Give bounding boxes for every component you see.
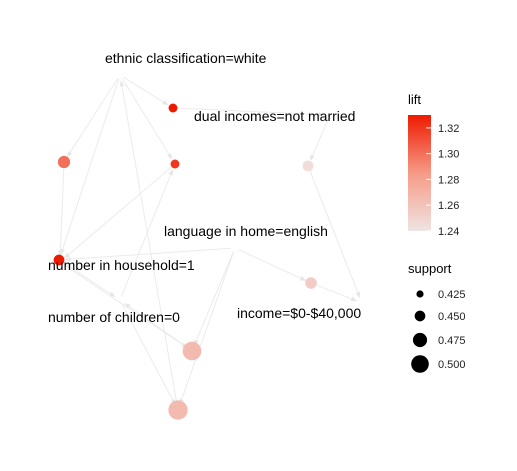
legend-lift-tick-label: 1.24	[438, 226, 459, 238]
rule-node-layer	[53, 103, 317, 420]
legend-lift: lift 1.32 1.30 1.28 1.26 1.24	[408, 92, 459, 238]
legend-support-label: 0.475	[438, 335, 466, 347]
rule-node	[53, 254, 65, 266]
edge-lhs	[123, 76, 169, 106]
rule-node	[305, 277, 317, 289]
legend-lift-tick-label: 1.32	[438, 123, 459, 135]
edge-rhs	[314, 283, 357, 302]
edge-lhs	[64, 247, 232, 262]
legend-support-key	[411, 355, 429, 373]
item-label-children-0: number of children=0	[48, 309, 180, 325]
legend-support-label: 0.425	[438, 289, 466, 301]
legend-support-keys: 0.425 0.450 0.475 0.500	[411, 289, 466, 373]
item-label-dual-incomes: dual incomes=not married	[194, 108, 355, 124]
edge-rhs	[176, 107, 325, 117]
edge-lhs	[121, 78, 173, 160]
legend-lift-colorbar	[408, 115, 431, 231]
legend-support-key	[412, 332, 428, 348]
rule-node	[57, 155, 71, 169]
legend-support: support 0.425 0.450 0.475 0.500	[408, 261, 466, 373]
edge-rhs	[64, 166, 173, 259]
edge-lhs	[238, 249, 307, 281]
legend-support-label: 0.500	[438, 359, 466, 371]
edge-rhs	[119, 80, 178, 407]
edge-lhs	[60, 78, 120, 255]
rule-node	[182, 341, 202, 361]
legend-support-label: 0.450	[438, 311, 466, 323]
legend-support-key	[416, 290, 424, 298]
edge-lhs	[63, 263, 188, 349]
rule-node	[168, 400, 188, 420]
edge-layer	[58, 76, 361, 407]
edge-lhs	[309, 118, 329, 162]
edge-rhs	[309, 169, 361, 298]
edge-lhs	[121, 303, 176, 406]
edge-rhs	[58, 165, 65, 257]
item-label-language-english: language in home=english	[164, 223, 328, 239]
item-label-ethnic-white: ethnic classification=white	[105, 50, 267, 66]
edge-lhs	[66, 78, 119, 158]
item-label-income: income=$0-$40,000	[237, 305, 361, 321]
edge-lhs	[193, 251, 234, 347]
legend-support-title: support	[408, 261, 452, 276]
item-label-household-1: number in household=1	[48, 257, 195, 273]
rule-node	[302, 160, 314, 172]
legend-lift-tick-label: 1.30	[438, 149, 459, 161]
edge-lhs	[179, 251, 235, 405]
legend-lift-ticks: 1.32 1.30 1.28 1.26 1.24	[426, 123, 459, 238]
rule-node	[170, 159, 180, 169]
rule-node	[168, 103, 178, 113]
legend-lift-title: lift	[408, 92, 421, 107]
legend-lift-tick-label: 1.26	[438, 200, 459, 212]
legend-support-key	[414, 310, 426, 322]
legend-lift-tick-label: 1.28	[438, 174, 459, 186]
edge-rhs	[124, 303, 190, 350]
edge-rhs	[62, 261, 116, 298]
